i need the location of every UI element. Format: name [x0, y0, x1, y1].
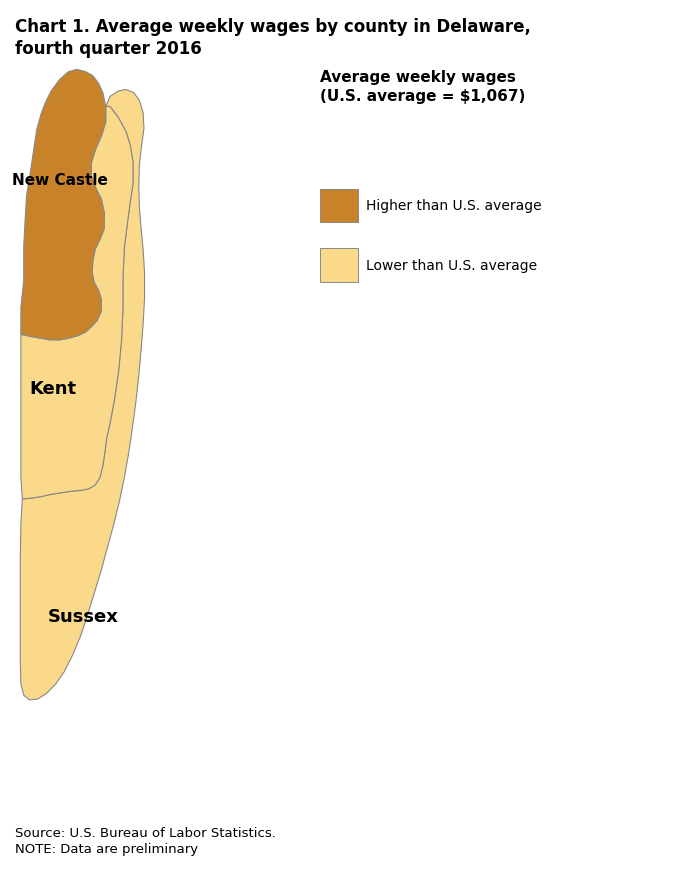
Text: Source: U.S. Bureau of Labor Statistics.
NOTE: Data are preliminary: Source: U.S. Bureau of Labor Statistics.… — [15, 826, 276, 855]
Bar — [320, 189, 358, 223]
Text: Lower than U.S. average: Lower than U.S. average — [366, 259, 537, 273]
Polygon shape — [21, 90, 144, 700]
Text: Chart 1. Average weekly wages by county in Delaware,
fourth quarter 2016: Chart 1. Average weekly wages by county … — [15, 18, 531, 58]
Text: Higher than U.S. average: Higher than U.S. average — [366, 199, 541, 213]
Text: New Castle: New Castle — [12, 173, 107, 189]
Polygon shape — [21, 70, 106, 340]
Bar — [320, 249, 358, 282]
Text: Sussex: Sussex — [47, 608, 118, 625]
Text: Average weekly wages
(U.S. average = $1,067): Average weekly wages (U.S. average = $1,… — [320, 70, 526, 103]
Text: Kent: Kent — [29, 380, 76, 398]
Polygon shape — [21, 107, 133, 499]
